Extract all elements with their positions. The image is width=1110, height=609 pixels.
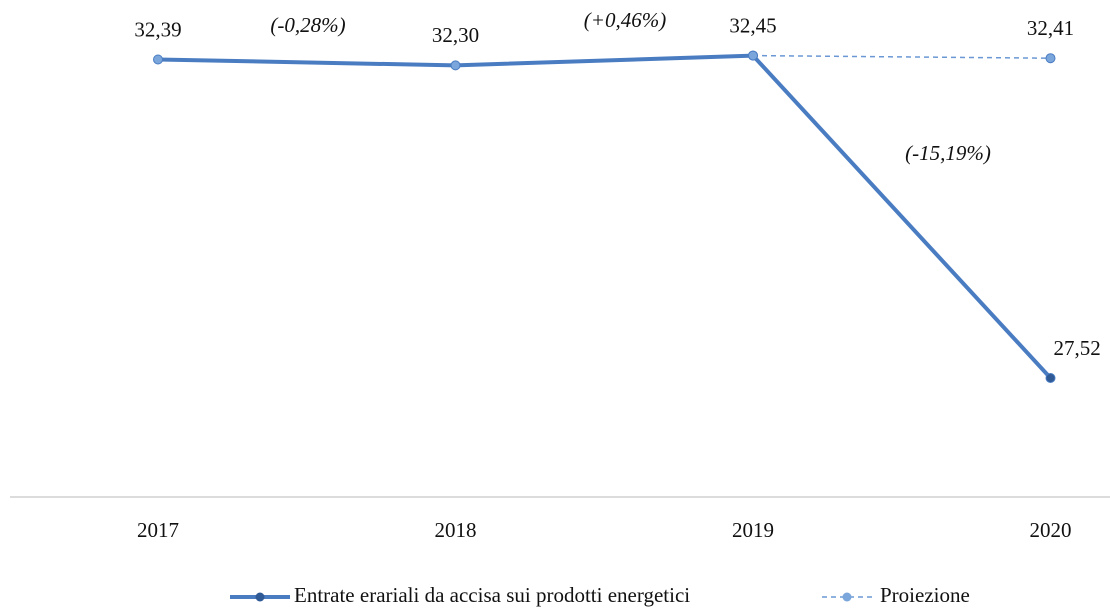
marker (1045, 372, 1056, 383)
x-tick-label: 2018 (435, 518, 477, 542)
legend-swatch (842, 592, 852, 602)
annotation: (+0,46%) (584, 8, 666, 32)
legend-label: Proiezione (880, 583, 970, 607)
annotation: (-15,19%) (905, 141, 991, 165)
marker (748, 50, 758, 61)
data-label: 32,45 (729, 13, 776, 37)
line (752, 54, 1051, 59)
legend-label: Entrate erariali da accisa sui prodotti … (294, 583, 690, 607)
marker (450, 60, 461, 71)
data-label: 27,52 (1054, 336, 1101, 360)
x-tick-label: 2020 (1030, 518, 1072, 542)
line (157, 53, 1052, 380)
data-label: 32,39 (134, 17, 181, 41)
x-tick-label: 2019 (732, 518, 774, 542)
marker (1045, 53, 1056, 64)
x-tick-label: 2017 (137, 518, 179, 542)
data-label: 32,30 (432, 23, 479, 47)
annotation: (-0,28%) (270, 13, 345, 37)
data-label: 32,41 (1027, 16, 1074, 40)
legend-swatch (255, 592, 265, 602)
marker (153, 54, 163, 65)
